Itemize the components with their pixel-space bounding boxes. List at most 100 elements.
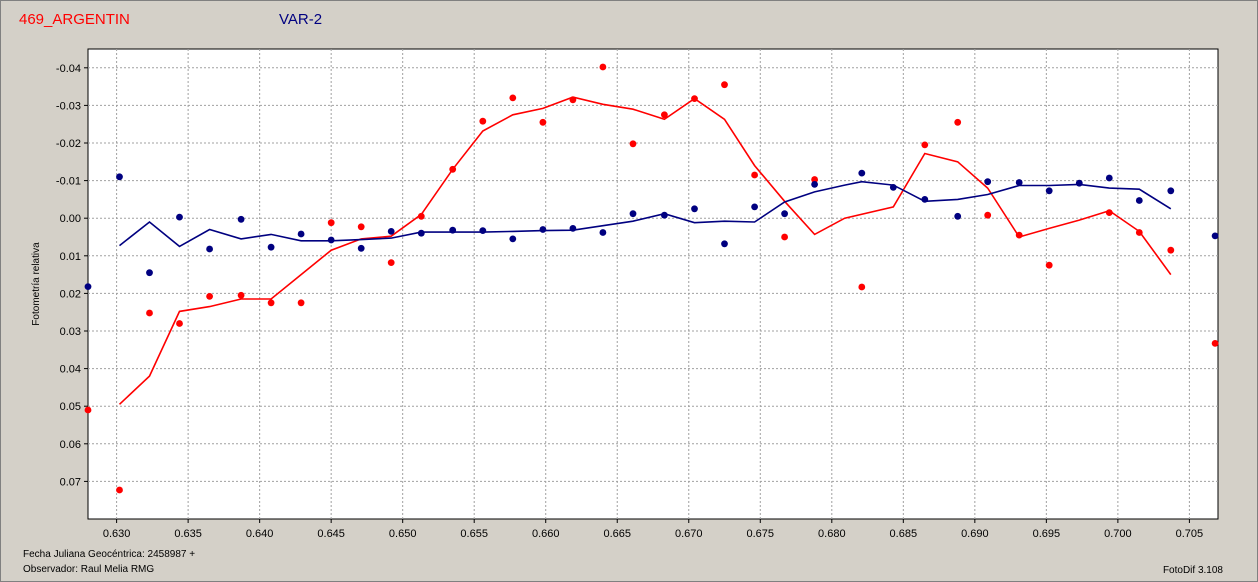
blue-data-point: [449, 226, 457, 234]
red-data-point: [84, 406, 92, 414]
y-tick-label: 0.04: [60, 364, 81, 376]
x-tick-label: 0.630: [103, 528, 131, 540]
red-data-point: [858, 283, 866, 291]
red-data-point: [811, 176, 818, 183]
blue-data-point: [387, 228, 395, 235]
red-data-point: [984, 211, 992, 219]
blue-data-point: [811, 181, 818, 188]
x-tick-label: 0.670: [675, 528, 703, 540]
x-tick-label: 0.690: [961, 528, 989, 540]
red-data-point: [237, 291, 245, 299]
red-data-point: [176, 320, 183, 327]
x-tick-label: 0.675: [747, 528, 775, 540]
red-data-point: [691, 95, 698, 102]
x-tick-label: 0.655: [460, 528, 488, 540]
red-data-point: [1211, 340, 1219, 347]
x-tick-label: 0.660: [532, 528, 560, 540]
software-version-label: FotoDif 3.108: [1162, 565, 1223, 576]
blue-series-trend-line: [119, 180, 1172, 248]
y-axis-label: Fotometría relativa: [31, 242, 42, 326]
blue-data-point: [417, 229, 425, 237]
red-data-point: [297, 299, 305, 307]
blue-data-point: [1105, 174, 1113, 182]
y-tick-label: 0.06: [60, 439, 81, 451]
blue-data-point: [237, 215, 245, 223]
red-data-point: [781, 233, 788, 241]
blue-data-point: [206, 245, 214, 253]
y-tick-label: -0.01: [56, 176, 81, 188]
x-tick-label: 0.705: [1176, 528, 1204, 540]
blue-data-point: [781, 210, 788, 218]
grid-lines: [88, 49, 1218, 519]
red-data-point: [417, 212, 425, 220]
red-data-point: [629, 140, 637, 148]
y-tick-label: 0.07: [60, 476, 81, 488]
blue-data-point: [176, 213, 183, 221]
blue-data-point: [116, 173, 123, 181]
blue-data-point: [858, 169, 866, 177]
red-series-trend-line: [118, 96, 1172, 405]
x-tick-label: 0.695: [1033, 528, 1061, 540]
axes: 0.630 0.635 0.640 0.645 0.650 0.655 0.660 0.665…: [56, 63, 1203, 540]
blue-data-point: [691, 205, 698, 213]
y-tick-label: 0.05: [60, 401, 81, 413]
blue-data-point: [661, 211, 668, 219]
blue-data-point: [357, 244, 365, 252]
red-data-point: [569, 96, 577, 104]
julian-date-label: Fecha Juliana Geocéntrica: 2458987 +: [23, 549, 196, 560]
x-tick-label: 0.635: [174, 528, 202, 540]
variable-star-label: VAR-2: [279, 11, 323, 28]
blue-data-point: [1167, 187, 1175, 195]
comparison-star-label: 469_ARGENTIN: [19, 11, 130, 28]
red-data-point: [599, 63, 607, 71]
y-tick-label: -0.03: [56, 100, 81, 112]
red-data-point: [449, 165, 457, 173]
blue-data-point: [889, 184, 897, 191]
y-tick-label: 0.03: [60, 326, 81, 338]
plot-area: [87, 48, 1219, 520]
blue-data-point: [629, 210, 637, 218]
red-data-point: [206, 293, 214, 300]
red-data-point: [1045, 261, 1053, 269]
x-tick-label: 0.640: [246, 528, 274, 540]
blue-data-point: [146, 269, 153, 277]
y-tick-label: 0.00: [60, 213, 81, 225]
x-tick-label: 0.700: [1104, 528, 1132, 540]
red-data-point: [661, 111, 668, 119]
red-data-point: [921, 141, 929, 149]
red-data-point: [1135, 229, 1143, 236]
x-tick-label: 0.650: [389, 528, 417, 540]
red-data-point: [721, 81, 728, 89]
x-tick-label: 0.645: [317, 528, 345, 540]
x-tick-label: 0.685: [890, 528, 918, 540]
red-data-point: [146, 309, 153, 317]
blue-data-point: [954, 212, 962, 220]
blue-data-point: [599, 229, 607, 236]
blue-data-point: [267, 243, 275, 251]
red-data-point: [1015, 231, 1023, 239]
blue-data-point: [1045, 187, 1053, 195]
red-data-point: [1167, 246, 1175, 254]
x-tick-label: 0.680: [818, 528, 846, 540]
red-data-point: [954, 118, 962, 126]
blue-data-point: [984, 178, 992, 186]
red-data-point: [116, 486, 123, 494]
blue-data-point: [721, 240, 728, 248]
blue-data-point: [539, 226, 547, 233]
blue-data-point: [479, 227, 487, 235]
blue-data-point: [1135, 197, 1143, 204]
blue-data-point: [921, 196, 929, 203]
observer-label: Observador: Raul Melia RMG: [23, 564, 155, 575]
light-curve-chart: 0.630 0.635 0.640 0.645 0.650 0.655 0.660 0.665…: [31, 48, 1219, 540]
data-points: [84, 63, 1219, 494]
y-tick-label: 0.02: [60, 288, 81, 300]
red-data-point: [267, 299, 275, 307]
blue-data-point: [569, 225, 577, 232]
blue-data-point: [327, 236, 335, 244]
y-tick-label: -0.02: [56, 138, 81, 150]
x-tick-label: 0.665: [603, 528, 631, 540]
blue-data-point: [751, 203, 758, 211]
red-data-point: [357, 223, 365, 231]
red-data-point: [509, 94, 517, 102]
